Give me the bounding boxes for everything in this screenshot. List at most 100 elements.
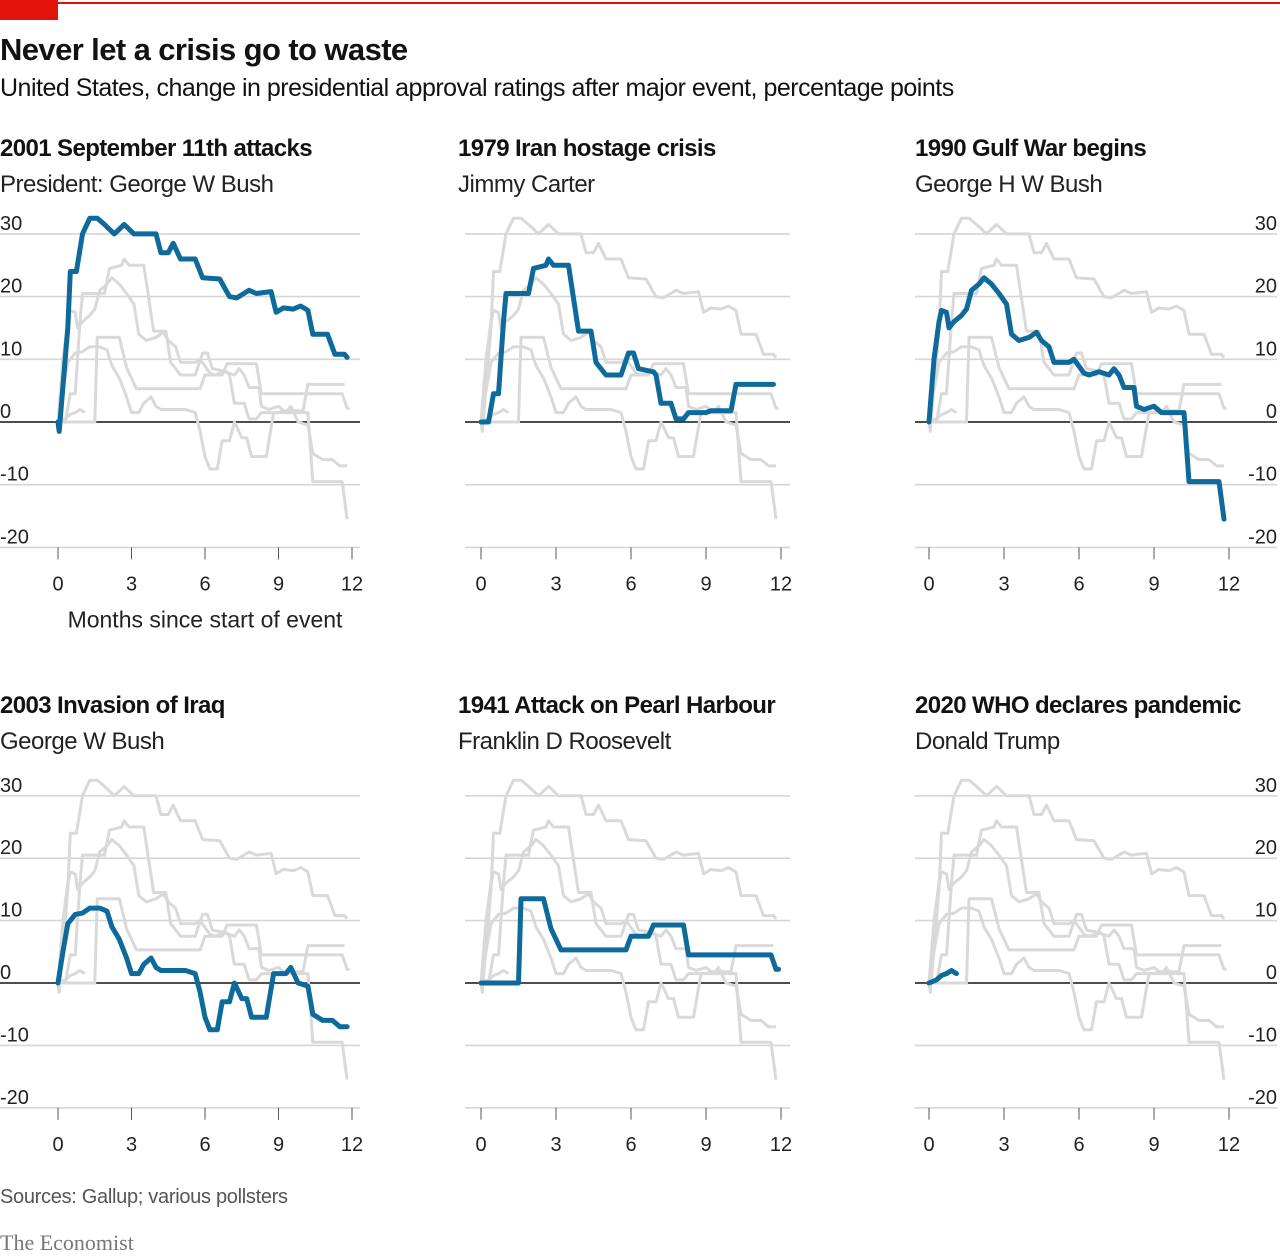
y-tick-label: 10 bbox=[0, 900, 22, 922]
x-tick-label: 12 bbox=[1218, 1134, 1240, 1156]
x-tick-label: 0 bbox=[52, 573, 63, 595]
context-line bbox=[479, 778, 778, 994]
highlight-line bbox=[478, 896, 781, 986]
x-tick-label: 9 bbox=[1148, 573, 1159, 595]
x-tick-label: 0 bbox=[52, 1134, 63, 1156]
y-tick-label: -20 bbox=[0, 1087, 29, 1109]
highlight-line bbox=[926, 968, 959, 986]
y-tick-label: 20 bbox=[0, 837, 22, 859]
x-tick-label: 9 bbox=[273, 573, 284, 595]
panel-title: 2003 Invasion of Iraq bbox=[0, 692, 225, 719]
x-tick-label: 6 bbox=[199, 573, 210, 595]
y-tick-label: 30 bbox=[0, 213, 22, 235]
x-tick-label: 6 bbox=[625, 1134, 636, 1156]
context-line bbox=[57, 969, 86, 985]
panel-title: 1979 Iran hostage crisis bbox=[458, 135, 716, 162]
chart-subtitle: United States, change in presidential ap… bbox=[0, 74, 954, 102]
x-tick-label: 3 bbox=[126, 573, 137, 595]
x-tick-label: 12 bbox=[1218, 573, 1240, 595]
y-tick-label: 20 bbox=[1255, 837, 1277, 859]
panel-president: President: George W Bush bbox=[0, 171, 274, 198]
panel-title: 1941 Attack on Pearl Harbour bbox=[458, 692, 776, 719]
brand-tag bbox=[0, 0, 58, 20]
x-tick-label: 0 bbox=[475, 1134, 486, 1156]
context-line bbox=[929, 257, 1222, 424]
highlight-line bbox=[55, 215, 350, 434]
x-tick-label: 9 bbox=[700, 1134, 711, 1156]
highlight-line bbox=[55, 905, 350, 1033]
source-note: Sources: Gallup; various pollsters bbox=[0, 1186, 288, 1208]
economist-logo: The Economist bbox=[0, 1230, 134, 1255]
context-line bbox=[927, 906, 1224, 1032]
context-line bbox=[58, 335, 350, 424]
context-line bbox=[927, 778, 1226, 994]
highlight-line bbox=[478, 256, 776, 425]
x-tick-label: 6 bbox=[625, 573, 636, 595]
context-line bbox=[481, 819, 774, 985]
x-tick-label: 0 bbox=[475, 573, 486, 595]
y-tick-label: 0 bbox=[1266, 962, 1277, 984]
x-tick-label: 12 bbox=[770, 1134, 792, 1156]
y-tick-label: -20 bbox=[1248, 1087, 1277, 1109]
y-tick-label: -10 bbox=[1248, 464, 1277, 486]
y-tick-label: 0 bbox=[0, 401, 11, 423]
panel-title: 2020 WHO declares pandemic bbox=[915, 692, 1241, 719]
context-line bbox=[58, 257, 345, 424]
chart-title: Never let a crisis go to waste bbox=[0, 32, 408, 67]
y-tick-label: 10 bbox=[1255, 338, 1277, 360]
context-line bbox=[56, 838, 349, 1080]
x-tick-label: 6 bbox=[1073, 1134, 1084, 1156]
y-tick-label: 0 bbox=[0, 962, 11, 984]
context-line bbox=[479, 216, 778, 433]
x-tick-label: 12 bbox=[341, 1134, 363, 1156]
y-tick-label: 30 bbox=[1255, 213, 1277, 235]
y-tick-label: 20 bbox=[0, 276, 22, 298]
panel-president: George W Bush bbox=[0, 728, 165, 755]
x-tick-label: 0 bbox=[923, 573, 934, 595]
x-tick-label: 3 bbox=[550, 1134, 561, 1156]
panel-president: Jimmy Carter bbox=[458, 171, 595, 198]
x-tick-label: 6 bbox=[199, 1134, 210, 1156]
x-tick-label: 9 bbox=[1148, 1134, 1159, 1156]
context-line bbox=[928, 408, 958, 424]
context-line bbox=[56, 276, 349, 520]
x-tick-label: 3 bbox=[550, 573, 561, 595]
x-tick-label: 0 bbox=[923, 1134, 934, 1156]
x-tick-label: 6 bbox=[1073, 573, 1084, 595]
context-line bbox=[929, 819, 1222, 985]
context-line bbox=[479, 345, 776, 471]
x-tick-label: 12 bbox=[770, 573, 792, 595]
y-tick-label: 10 bbox=[1255, 900, 1277, 922]
panel-title: 1990 Gulf War begins bbox=[915, 135, 1147, 162]
context-line bbox=[56, 778, 349, 994]
y-tick-label: 30 bbox=[1255, 775, 1277, 797]
context-line bbox=[58, 819, 345, 985]
y-tick-label: -20 bbox=[1248, 526, 1277, 548]
panel-title: 2001 September 11th attacks bbox=[0, 135, 313, 162]
y-tick-label: -10 bbox=[0, 1024, 29, 1046]
context-line bbox=[480, 969, 510, 985]
context-line bbox=[57, 408, 86, 424]
x-tick-label: 3 bbox=[998, 1134, 1009, 1156]
context-line bbox=[479, 276, 778, 520]
context-line bbox=[56, 345, 348, 471]
x-tick-label: 3 bbox=[998, 573, 1009, 595]
x-tick-label: 9 bbox=[700, 573, 711, 595]
context-line bbox=[927, 838, 1226, 1080]
context-line bbox=[58, 897, 350, 985]
context-line bbox=[479, 838, 778, 1080]
panel-president: Donald Trump bbox=[915, 728, 1060, 755]
context-line bbox=[479, 906, 776, 1032]
highlight-line bbox=[926, 275, 1227, 522]
top-rule bbox=[0, 2, 1280, 4]
y-tick-label: 30 bbox=[0, 775, 22, 797]
y-tick-label: 10 bbox=[0, 338, 22, 360]
x-tick-label: 9 bbox=[273, 1134, 284, 1156]
context-line bbox=[929, 335, 1227, 424]
context-line bbox=[929, 897, 1227, 985]
panel-president: George H W Bush bbox=[915, 171, 1103, 198]
x-axis-label: Months since start of event bbox=[68, 606, 343, 632]
context-line bbox=[927, 216, 1226, 433]
